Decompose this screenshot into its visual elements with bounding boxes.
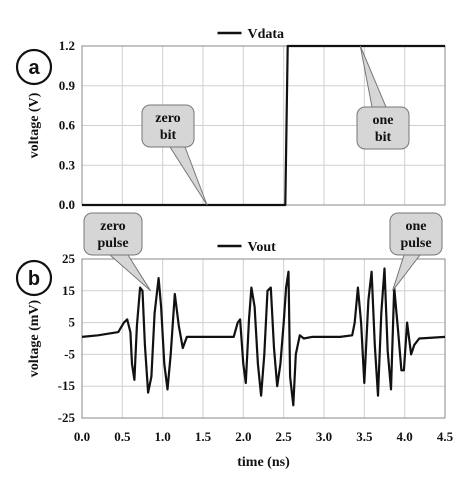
y-tick-label: 0.0 (59, 197, 75, 212)
callout-box (356, 106, 410, 150)
legend-label: Vout (248, 240, 277, 255)
callout-box (141, 104, 195, 148)
x-tick-label: 3.0 (316, 429, 332, 444)
y-tick-label: 25 (62, 251, 76, 266)
callout-text-line: zero (100, 219, 125, 234)
y-tick-label: 1.2 (59, 38, 75, 53)
callout-text-line: pulse (97, 236, 128, 251)
callout-tail (392, 254, 422, 292)
y-tick-label: 15 (62, 283, 76, 298)
callout-one-pulse: one pulse (389, 212, 443, 292)
callout-tail (169, 146, 208, 206)
panel-letter-circle (15, 48, 53, 86)
plot-frame (81, 258, 446, 419)
panel-letter: b (28, 268, 40, 290)
callout-text-line: pulse (400, 236, 431, 251)
x-axis-label: time (ns) (237, 455, 290, 470)
x-tick-label: 3.5 (356, 429, 373, 444)
x-tick-label: 4.0 (397, 429, 413, 444)
callout-zero-pulse: zero pulse (83, 212, 151, 292)
y-tick-label: 5 (69, 315, 76, 330)
y-tick-label: -15 (58, 378, 76, 393)
callout-text-line: bit (160, 128, 177, 143)
legend-label: Vdata (248, 27, 285, 42)
x-tick-label: 1.0 (155, 429, 171, 444)
x-tick-label: 2.5 (276, 429, 293, 444)
callout-box (389, 212, 443, 256)
y-tick-label: 0.9 (59, 78, 76, 93)
x-tick-label: 0.0 (74, 429, 90, 444)
x-tick-label: 0.5 (114, 429, 131, 444)
callout-box (83, 212, 143, 256)
y-tick-label: -5 (64, 346, 75, 361)
y-axis-label: voltage (mV) (27, 299, 42, 377)
x-tick-label: 1.5 (195, 429, 212, 444)
series-line-vdata (82, 44, 445, 207)
callout-one-bit: one bit (356, 45, 410, 150)
panel-letter: a (28, 57, 40, 79)
callout-text-line: zero (155, 111, 180, 126)
panel-b-chart: 25 15 5 -5 -15 -25 0.0 0.5 1.0 1.5 2.0 2.5 3.0 3.5 4.0… (15, 212, 454, 470)
callout-text-line: one (406, 219, 427, 234)
callout-zero-bit: zero bit (141, 104, 208, 206)
y-tick-label: 0.3 (59, 157, 76, 172)
callout-tail (108, 254, 151, 292)
x-tick-label: 2.0 (235, 429, 251, 444)
series-line-vout (81, 267, 446, 407)
y-axis-label: voltage (V) (27, 92, 42, 158)
callout-text-line: bit (375, 130, 392, 145)
panel-letter-circle (15, 259, 53, 297)
y-tick-label: 0.6 (59, 118, 76, 133)
x-tick-label: 4.5 (437, 429, 454, 444)
y-tick-label: -25 (58, 410, 76, 425)
callout-text-line: one (373, 113, 394, 128)
